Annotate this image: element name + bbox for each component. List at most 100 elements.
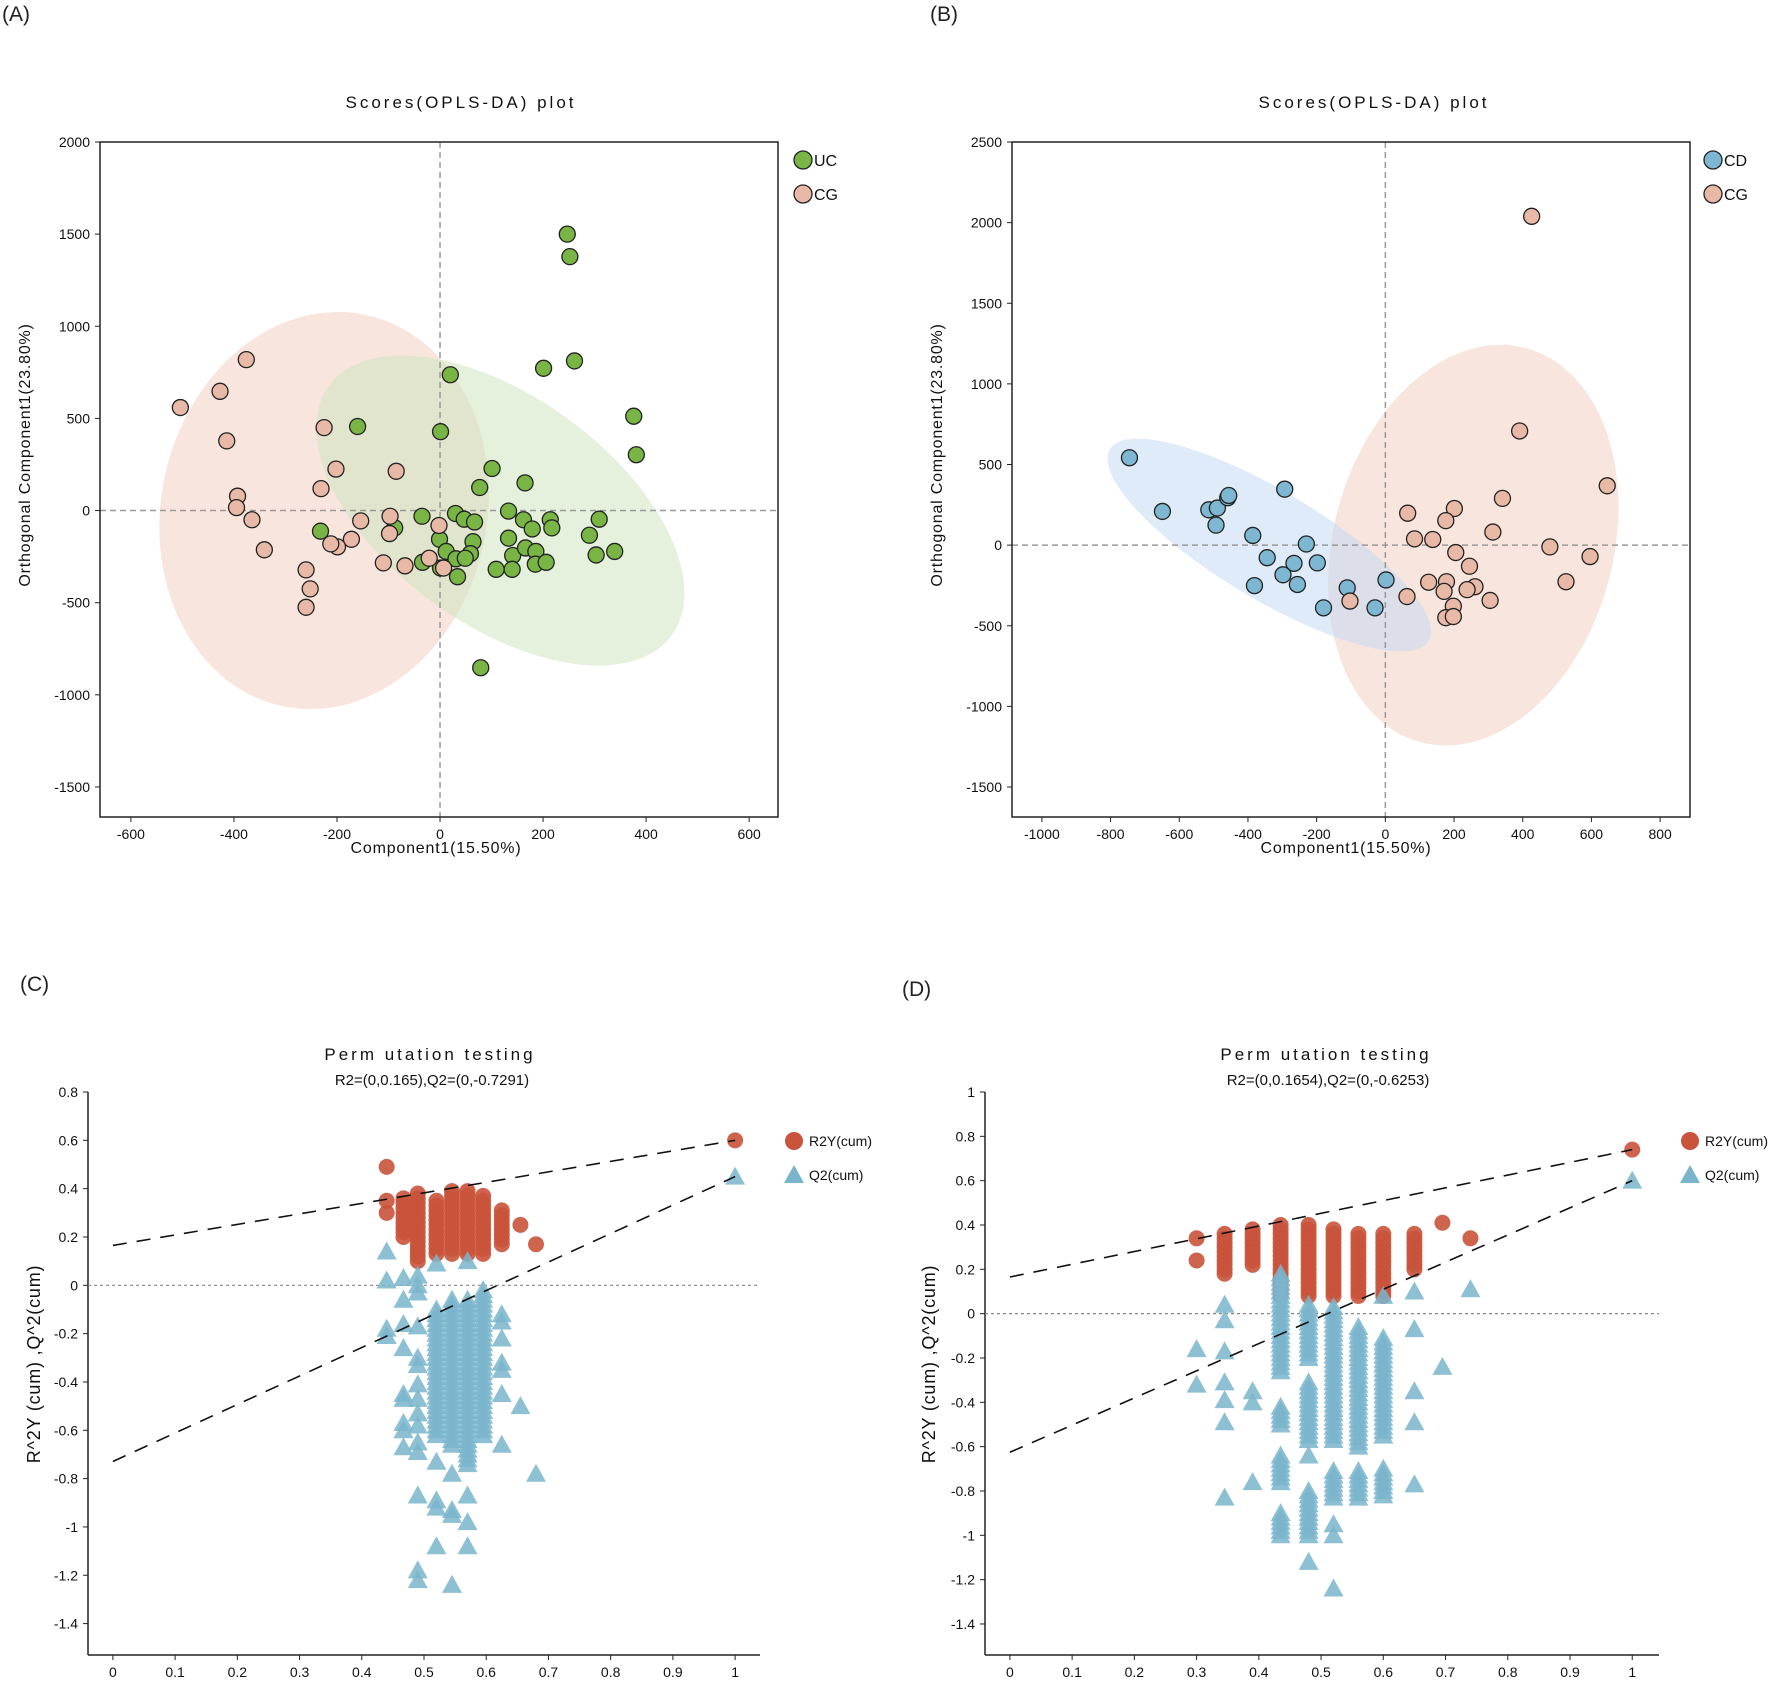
- r2y-point: [1188, 1252, 1205, 1269]
- q2-point: [1404, 1281, 1425, 1300]
- q2-point: [1298, 1294, 1319, 1313]
- data-point-cg: [1581, 547, 1599, 566]
- y-tick-label: 1500: [59, 226, 90, 242]
- y-tick-label: -500: [62, 595, 90, 611]
- x-tick-label: -600: [1165, 826, 1193, 842]
- x-tick-label: 0.6: [476, 1664, 496, 1680]
- panel-d-permutation-test: (D) Perm utation testing R2=(0,0.1654),Q…: [902, 978, 1768, 1680]
- y-tick-label: 0.4: [59, 1181, 79, 1197]
- q2-point: [393, 1437, 414, 1456]
- q2-point: [407, 1570, 428, 1589]
- r2y-point: [1272, 1216, 1289, 1233]
- data-point-cd: [1297, 535, 1315, 553]
- y-tick-label: -1: [963, 1527, 976, 1543]
- x-tick-label: 1: [731, 1664, 739, 1680]
- data-point-cg: [1399, 504, 1417, 522]
- data-point-cg: [1598, 477, 1616, 495]
- data-point-uc: [543, 519, 561, 537]
- y-tick-label: 0.8: [59, 1084, 79, 1100]
- legend-label: R2Y(cum): [1705, 1133, 1768, 1149]
- data-point-cg: [380, 524, 399, 543]
- y-tick-label: 0: [994, 537, 1002, 553]
- data-point-uc: [431, 423, 450, 441]
- r2y-point: [1462, 1230, 1479, 1247]
- legend-label: R2Y(cum): [809, 1133, 872, 1149]
- chart-title: Perm utation testing: [324, 1045, 535, 1064]
- q2-point: [393, 1338, 414, 1357]
- r2y-point: [428, 1192, 445, 1209]
- x-tick-label: 0: [436, 826, 444, 842]
- r2y-point: [444, 1183, 460, 1200]
- data-point-uc: [311, 522, 330, 540]
- q2-point: [1214, 1372, 1235, 1391]
- y-tick-label: -0.8: [951, 1483, 975, 1499]
- y-tick-label: 1000: [59, 318, 90, 334]
- data-point-cg: [297, 561, 315, 579]
- data-point-cg: [381, 507, 399, 525]
- data-point-cg: [1444, 607, 1463, 626]
- x-tick-label: 0.7: [539, 1664, 559, 1680]
- q2-point: [442, 1504, 462, 1523]
- data-point-uc: [465, 513, 484, 531]
- legend-marker-uc: [793, 150, 813, 170]
- q2-point: [407, 1403, 428, 1422]
- data-point-cg: [211, 382, 229, 400]
- data-point-cd: [1366, 599, 1384, 617]
- r2y-point: [1406, 1225, 1423, 1242]
- y-tick-label: 1000: [971, 376, 1002, 392]
- panel-label: (C): [20, 973, 49, 996]
- x-tick-label: -200: [323, 826, 351, 842]
- data-point-cd: [1244, 526, 1262, 545]
- data-point-cg: [1405, 530, 1424, 548]
- x-tick-label: -800: [1097, 826, 1125, 842]
- data-point-cg: [255, 541, 273, 559]
- data-point-cg: [1424, 530, 1442, 549]
- x-tick-label: 0.9: [1560, 1664, 1580, 1680]
- q2-point: [1214, 1487, 1235, 1506]
- q2-point: [1622, 1170, 1643, 1189]
- x-tick-label: 600: [737, 826, 761, 842]
- q2-point: [1186, 1374, 1207, 1393]
- data-point-cg: [1435, 582, 1453, 601]
- q2-point: [1214, 1390, 1235, 1409]
- y-tick-label: 1: [967, 1084, 975, 1100]
- r2y-point: [1244, 1221, 1261, 1238]
- chart-subtitle: R2=(0,0.1654),Q2=(0,-0.6253): [1227, 1072, 1430, 1089]
- y-tick-label: 0: [82, 503, 90, 519]
- x-tick-label: 0.8: [1498, 1664, 1518, 1680]
- y-tick-label: -1000: [966, 698, 1002, 714]
- data-point-uc: [471, 478, 489, 497]
- data-point-cg: [342, 530, 361, 548]
- x-axis-label: Component1(15.50%): [1261, 840, 1432, 857]
- r2y-point: [378, 1204, 395, 1221]
- data-point-cg: [237, 350, 255, 369]
- legend-label: Q2(cum): [1705, 1167, 1759, 1183]
- q2-point: [426, 1299, 447, 1318]
- q2-point: [407, 1388, 428, 1407]
- q2-point: [407, 1415, 428, 1434]
- data-point-cg: [312, 479, 330, 498]
- r2y-point: [378, 1192, 395, 1209]
- panel-label: (B): [930, 3, 958, 26]
- data-point-cg: [434, 559, 453, 577]
- data-point-cd: [1285, 554, 1303, 573]
- q2-point: [457, 1536, 478, 1555]
- legend-marker-cd: [1703, 150, 1723, 170]
- r2y-point: [409, 1185, 426, 1202]
- plot-frame: [1011, 141, 1691, 818]
- q2-point: [407, 1432, 428, 1451]
- data-point-cd: [1377, 571, 1395, 589]
- data-point-cd: [1276, 480, 1294, 498]
- data-point-cg: [1460, 557, 1479, 575]
- q2-point: [725, 1166, 746, 1185]
- data-point-uc: [558, 225, 576, 243]
- legend-marker-q2: [784, 1165, 804, 1183]
- q2-point: [407, 1560, 428, 1579]
- data-point-uc: [456, 549, 474, 567]
- data-point-cg: [243, 511, 261, 529]
- r2y-point: [493, 1202, 510, 1219]
- q2-point: [526, 1463, 546, 1482]
- q2-point: [1404, 1474, 1425, 1493]
- x-tick-label: 400: [634, 826, 658, 842]
